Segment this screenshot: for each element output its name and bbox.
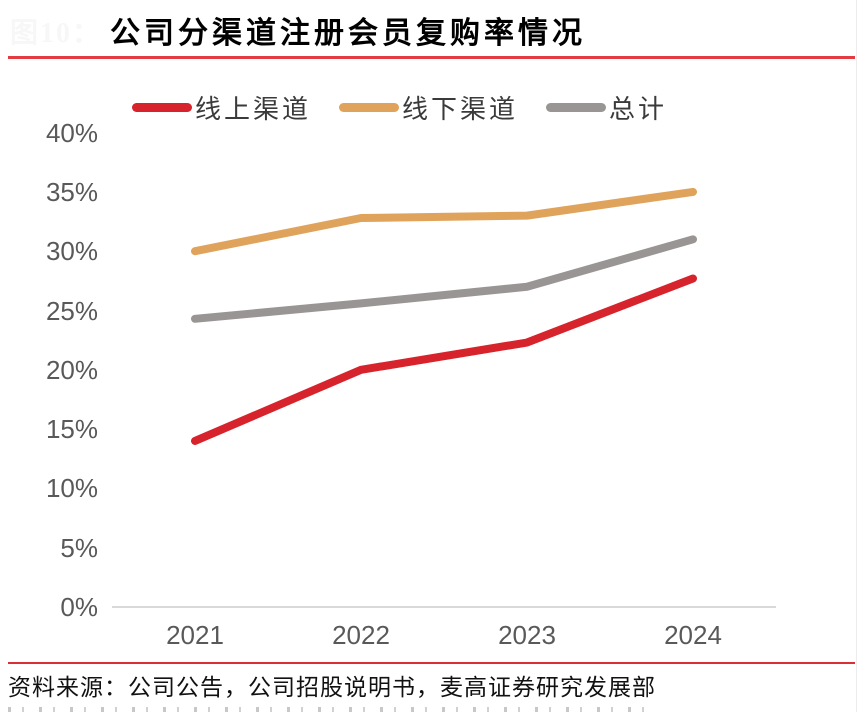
y-axis-tick-label: 15% <box>45 414 98 445</box>
legend-swatch-gray <box>546 102 607 112</box>
figure-number-label: 图10： <box>10 18 103 49</box>
cutoff-next-text-line <box>8 707 648 712</box>
y-axis-tick-label: 35% <box>45 176 98 207</box>
x-axis-tick-label: 2022 <box>332 620 390 650</box>
legend-label-total: 总计 <box>609 94 668 124</box>
series-line-总计 <box>191 235 697 323</box>
y-axis-tick-label: 30% <box>45 236 98 267</box>
source-note: 资料来源：公司公告，公司招股说明书，麦高证券研究发展部 <box>8 675 656 700</box>
series-line-线下渠道 <box>191 187 697 256</box>
legend-label-offline: 线下渠道 <box>402 94 519 124</box>
x-axis-tick-label: 2023 <box>498 620 556 650</box>
x-axis-line <box>112 606 776 608</box>
y-axis-tick-label: 0% <box>60 592 98 622</box>
legend-item-total: 总计 <box>546 89 667 126</box>
y-axis-tick-label: 40% <box>45 117 98 148</box>
legend-swatch-red <box>132 102 192 112</box>
chart-legend: 线上渠道 线下渠道 总计 <box>132 92 695 124</box>
y-axis-tick-label: 25% <box>45 295 98 326</box>
legend-label-online: 线上渠道 <box>195 94 312 124</box>
x-axis-tick-label: 2024 <box>664 620 722 650</box>
legend-swatch-orange <box>339 102 400 112</box>
y-axis-tick-label: 10% <box>45 473 98 504</box>
y-axis-tick-label: 20% <box>45 354 98 385</box>
series-line-线上渠道 <box>191 274 697 445</box>
legend-item-offline: 线下渠道 <box>339 89 518 126</box>
line-chart-canvas <box>191 187 697 445</box>
chart-title: 公司分渠道注册会员复购率情况 <box>110 17 586 50</box>
title-divider <box>8 56 855 59</box>
page-column-divider <box>856 0 857 712</box>
y-axis-tick-label: 5% <box>60 532 98 563</box>
footer-divider <box>8 662 855 664</box>
legend-item-online: 线上渠道 <box>132 89 311 126</box>
x-axis-tick-label: 2021 <box>166 620 224 650</box>
